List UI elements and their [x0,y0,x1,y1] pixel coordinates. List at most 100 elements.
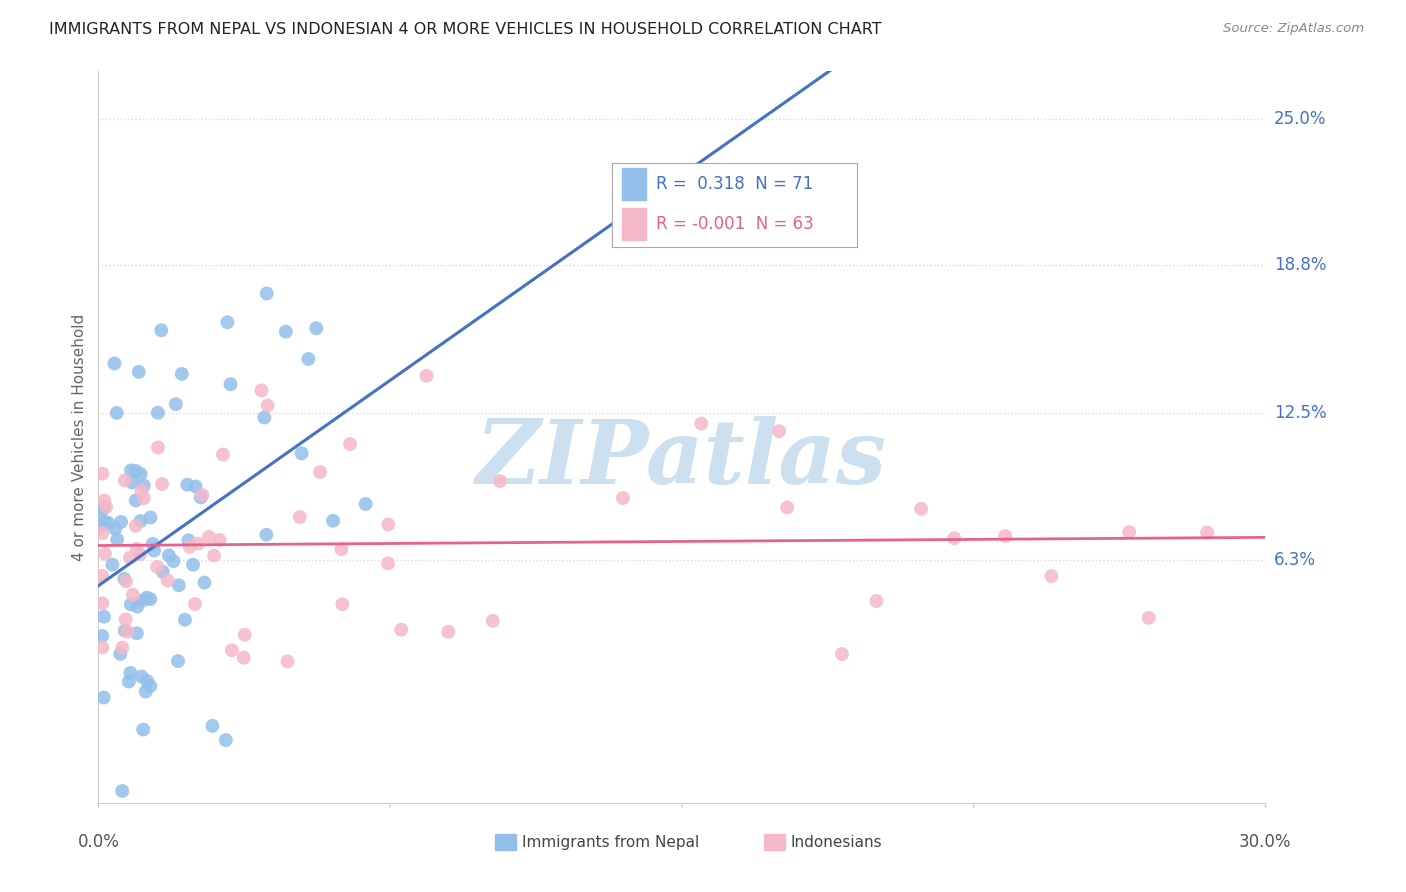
Text: Indonesians: Indonesians [790,835,882,850]
Point [146,406,169,420]
Point [184,479,207,493]
Point [415,368,437,383]
Point [132,478,155,492]
Point [125,541,148,556]
Point [132,491,155,505]
Point [91,501,114,516]
Point [865,594,887,608]
Point [290,446,312,460]
Point [129,514,152,528]
Point [277,654,299,668]
Point [181,558,204,572]
Point [165,397,187,411]
Point [354,497,377,511]
Point [105,406,128,420]
Point [91,569,114,583]
Point [489,474,512,488]
Point [322,514,344,528]
Point [114,474,136,488]
Point [105,533,128,547]
Point [112,572,135,586]
Point [120,463,142,477]
Point [253,410,276,425]
Point [93,690,115,705]
Text: 30.0%: 30.0% [1239,833,1292,851]
Point [233,628,256,642]
Point [254,528,277,542]
Point [288,510,311,524]
Point [1137,611,1160,625]
Text: ZIPatlas: ZIPatlas [477,416,887,502]
Point [135,684,157,698]
Point [174,613,197,627]
Point [129,467,152,481]
Point [167,654,190,668]
Point [330,542,353,557]
Point [177,533,200,548]
Text: IMMIGRANTS FROM NEPAL VS INDONESIAN 4 OR MORE VEHICLES IN HOUSEHOLD CORRELATION : IMMIGRANTS FROM NEPAL VS INDONESIAN 4 OR… [49,22,882,37]
Point [139,592,162,607]
Text: Immigrants from Nepal: Immigrants from Nepal [522,835,699,850]
Point [101,558,124,572]
Point [201,719,224,733]
Point [305,321,328,335]
Y-axis label: 4 or more Vehicles in Household: 4 or more Vehicles in Household [72,313,87,561]
Point [91,526,114,541]
Point [131,593,153,607]
Point [146,441,169,455]
Point [91,629,114,643]
Point [377,517,399,532]
Point [198,530,221,544]
Point [131,483,153,498]
Point [139,510,162,524]
Point [103,356,125,370]
Point [111,640,134,655]
Point [115,624,138,639]
Point [157,549,180,563]
Point [125,626,148,640]
Point [150,323,173,337]
Point [122,588,145,602]
Point [120,598,142,612]
Point [104,522,127,536]
Point [93,493,115,508]
Text: Source: ZipAtlas.com: Source: ZipAtlas.com [1223,22,1364,36]
Point [94,547,117,561]
Point [156,574,179,588]
Point [110,515,132,529]
Point [139,679,162,693]
Point [125,493,148,508]
Point [212,448,235,462]
Point [910,501,932,516]
Point [215,733,238,747]
Point [127,599,149,614]
Point [193,575,215,590]
Point [202,549,225,563]
Text: 25.0%: 25.0% [1274,110,1326,128]
Point [93,609,115,624]
Point [89,506,111,520]
Point [377,557,399,571]
Point [118,674,141,689]
Point [152,565,174,579]
Point [831,647,853,661]
Point [129,548,152,562]
Point [132,723,155,737]
Point [91,640,114,655]
Point [110,647,132,661]
Point [142,537,165,551]
Point [776,500,799,515]
Point [121,475,143,490]
Point [256,286,278,301]
Point [91,467,114,481]
Text: 18.8%: 18.8% [1274,256,1326,274]
Point [1040,569,1063,583]
Point [191,488,214,502]
Point [143,543,166,558]
Point [136,673,159,688]
Point [208,533,231,547]
Point [217,315,239,329]
Point [190,491,212,505]
Point [89,519,111,533]
Point [1195,525,1218,540]
